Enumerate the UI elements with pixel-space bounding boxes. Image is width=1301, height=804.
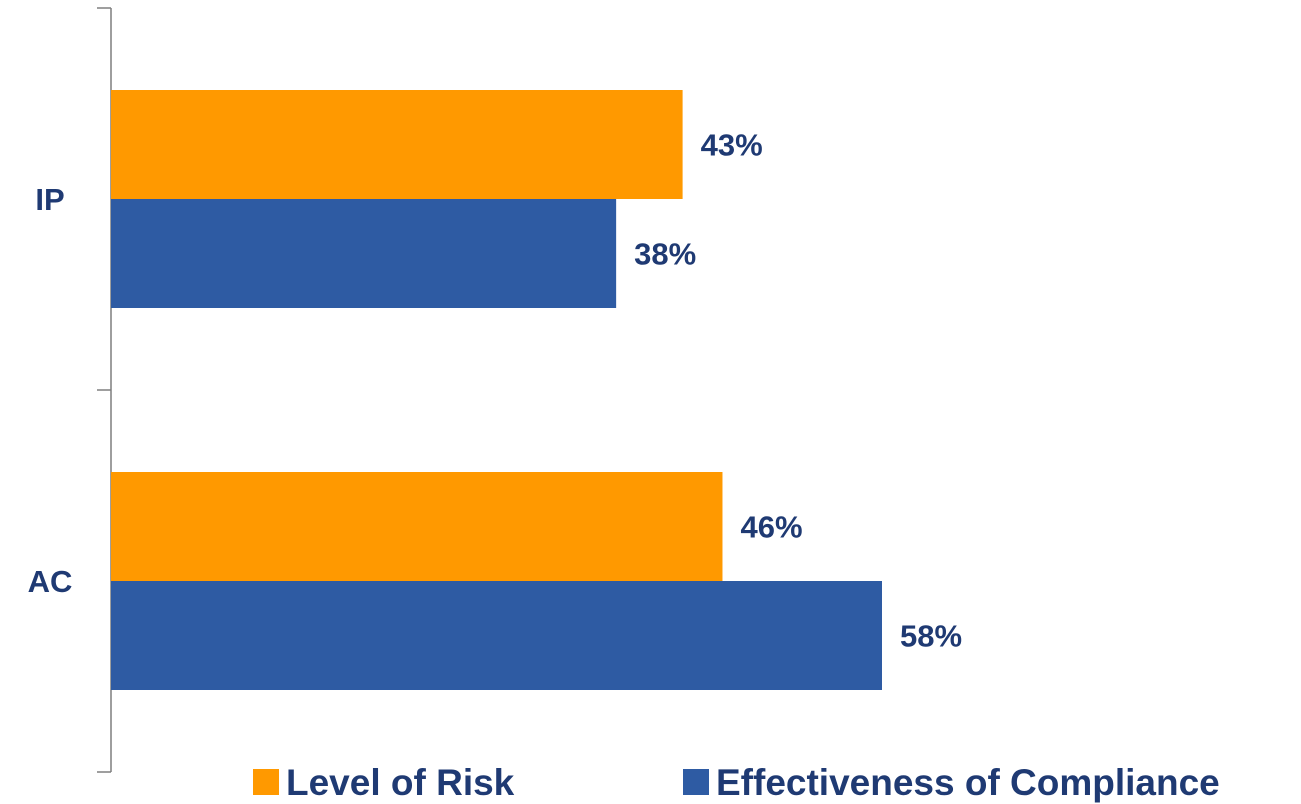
category-labels: IP AC — [28, 182, 73, 599]
bar-ac-series-2 — [111, 581, 882, 690]
bar-ip-series-2 — [111, 199, 617, 308]
data-label-ac-series-1: 46% — [740, 510, 802, 545]
bars — [111, 90, 882, 690]
legend-label-1: Level of Risk — [286, 762, 515, 803]
data-labels: 43% 38% 46% 58% — [634, 128, 962, 654]
data-label-ip-series-2: 38% — [634, 237, 696, 272]
legend-label-2: Effectiveness of Compliance — [716, 762, 1220, 803]
category-label-ac: AC — [28, 564, 73, 599]
category-axis — [97, 7, 112, 773]
data-label-ip-series-1: 43% — [701, 128, 763, 163]
category-label-ip: IP — [35, 182, 64, 217]
legend-swatch-2 — [683, 769, 709, 795]
legend-swatch-1 — [253, 769, 279, 795]
data-label-ac-series-2: 58% — [900, 619, 962, 654]
legend: Level of Risk Effectiveness of Compliance — [253, 762, 1220, 803]
bar-ip-series-1 — [111, 90, 683, 199]
bar-ac-series-1 — [111, 472, 723, 581]
